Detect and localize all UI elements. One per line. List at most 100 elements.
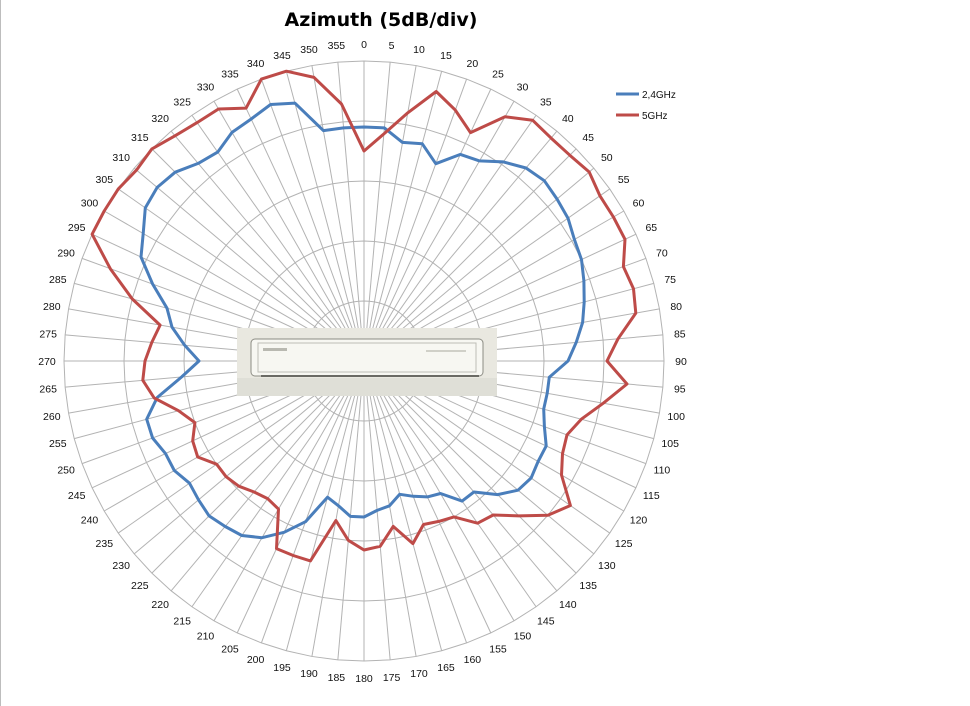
angle-tick-label: 30 — [517, 82, 529, 94]
angle-tick-label: 185 — [328, 672, 346, 684]
angle-tick-label: 295 — [68, 222, 86, 234]
angle-tick-label: 85 — [674, 328, 686, 340]
grid-spoke — [363, 360, 515, 622]
angle-tick-label: 220 — [151, 599, 169, 611]
angle-tick-label: 275 — [39, 328, 57, 340]
grid-spoke — [363, 360, 417, 657]
grid-spoke — [337, 360, 365, 660]
angle-tick-label: 0 — [361, 39, 367, 51]
antenna-device-photo — [237, 328, 497, 396]
angle-tick-label: 260 — [43, 411, 61, 423]
angle-tick-label: 285 — [49, 274, 67, 286]
angle-tick-label: 345 — [273, 50, 291, 62]
grid-spoke — [363, 71, 443, 362]
angle-tick-label: 170 — [410, 668, 428, 680]
grid-spoke — [363, 360, 443, 651]
grid-spoke — [363, 114, 537, 362]
angle-tick-label: 110 — [654, 464, 671, 476]
angle-tick-label: 320 — [151, 113, 169, 125]
angle-tick-label: 135 — [579, 580, 597, 592]
angle-tick-label: 315 — [131, 132, 149, 144]
grid-spoke — [285, 360, 365, 651]
angle-tick-label: 70 — [656, 248, 668, 260]
angle-tick-label: 190 — [300, 668, 318, 680]
angle-tick-label: 350 — [300, 44, 318, 56]
data-series — [90, 69, 638, 563]
angle-tick-label: 180 — [355, 673, 373, 685]
grid-spoke — [363, 100, 515, 362]
angle-tick-label: 255 — [49, 438, 67, 450]
legend-label-5ghz: 5GHz — [642, 111, 668, 122]
angle-tick-label: 165 — [437, 662, 455, 674]
angle-tick-label: 20 — [467, 58, 479, 70]
angle-tick-label: 35 — [540, 96, 552, 108]
angle-tick-label: 280 — [43, 301, 61, 313]
legend-entry-5ghz: 5GHz — [616, 111, 668, 122]
angle-tick-label: 40 — [562, 113, 574, 125]
legend-entry-24ghz: 2,4GHz — [616, 90, 676, 101]
angle-tick-label: 120 — [630, 515, 648, 527]
angle-tick-label: 265 — [39, 384, 57, 396]
grid-spoke — [170, 130, 365, 362]
grid-spoke — [363, 130, 558, 362]
angle-tick-label: 305 — [96, 174, 114, 186]
angle-tick-label: 235 — [96, 538, 114, 550]
grid-spoke — [260, 360, 365, 644]
grid-spoke — [363, 62, 391, 362]
grid-spoke — [311, 65, 365, 362]
grid-spoke — [151, 360, 365, 574]
grid-spoke — [363, 360, 558, 592]
angle-tick-label: 160 — [464, 654, 482, 666]
angle-tick-label: 155 — [489, 643, 507, 655]
angle-tick-label: 270 — [38, 356, 56, 368]
legend: 2,4GHz 5GHz — [616, 90, 676, 122]
chart-title: Azimuth (5dB/div) — [285, 9, 478, 31]
angle-tick-label: 75 — [664, 274, 676, 286]
angle-tick-label: 45 — [582, 132, 594, 144]
angle-tick-label: 80 — [670, 301, 682, 313]
angle-tick-label: 100 — [667, 411, 685, 423]
grid-spoke — [363, 148, 577, 362]
angle-tick-label: 335 — [221, 69, 239, 81]
grid-spoke — [363, 360, 577, 574]
angle-tick-label: 195 — [273, 662, 291, 674]
grid-spoke — [337, 62, 365, 362]
angle-tick-label: 340 — [247, 58, 265, 70]
angle-tick-label: 15 — [440, 50, 452, 62]
angle-tick-label: 205 — [221, 643, 239, 655]
angle-tick-label: 25 — [492, 69, 504, 81]
grid-spoke — [236, 360, 365, 634]
angle-tick-label: 250 — [57, 464, 75, 476]
grid-spoke — [213, 100, 365, 362]
angle-tick-label: 130 — [598, 560, 616, 572]
angle-tick-label: 325 — [173, 96, 191, 108]
angle-tick-label: 50 — [601, 152, 613, 164]
grid-spoke — [170, 360, 365, 592]
grid-spoke — [213, 360, 365, 622]
angle-tick-label: 115 — [643, 490, 660, 502]
series-line-5ghz — [90, 69, 638, 563]
angle-tick-label: 355 — [328, 40, 346, 52]
series-line-24ghz — [139, 101, 586, 540]
grid-spoke — [236, 88, 365, 362]
angle-tick-label: 90 — [675, 356, 687, 368]
grid-spoke — [285, 71, 365, 362]
angle-tick-label: 150 — [514, 631, 532, 643]
angle-tick-label: 310 — [112, 152, 130, 164]
angle-tick-label: 140 — [559, 599, 577, 611]
angle-tick-label: 125 — [615, 538, 633, 550]
angle-tick-label: 230 — [112, 560, 130, 572]
grid-spoke — [363, 78, 468, 362]
grid-spoke — [363, 360, 468, 644]
angle-tick-label: 200 — [247, 654, 265, 666]
grid-spoke — [191, 360, 365, 608]
grid-spoke — [260, 78, 365, 362]
legend-label-24ghz: 2,4GHz — [642, 90, 676, 101]
angle-tick-label: 225 — [131, 580, 149, 592]
angle-tick-label: 210 — [197, 631, 215, 643]
grid-spoke — [363, 88, 492, 362]
angle-tick-label: 240 — [81, 515, 99, 527]
angle-tick-label: 300 — [81, 198, 99, 210]
